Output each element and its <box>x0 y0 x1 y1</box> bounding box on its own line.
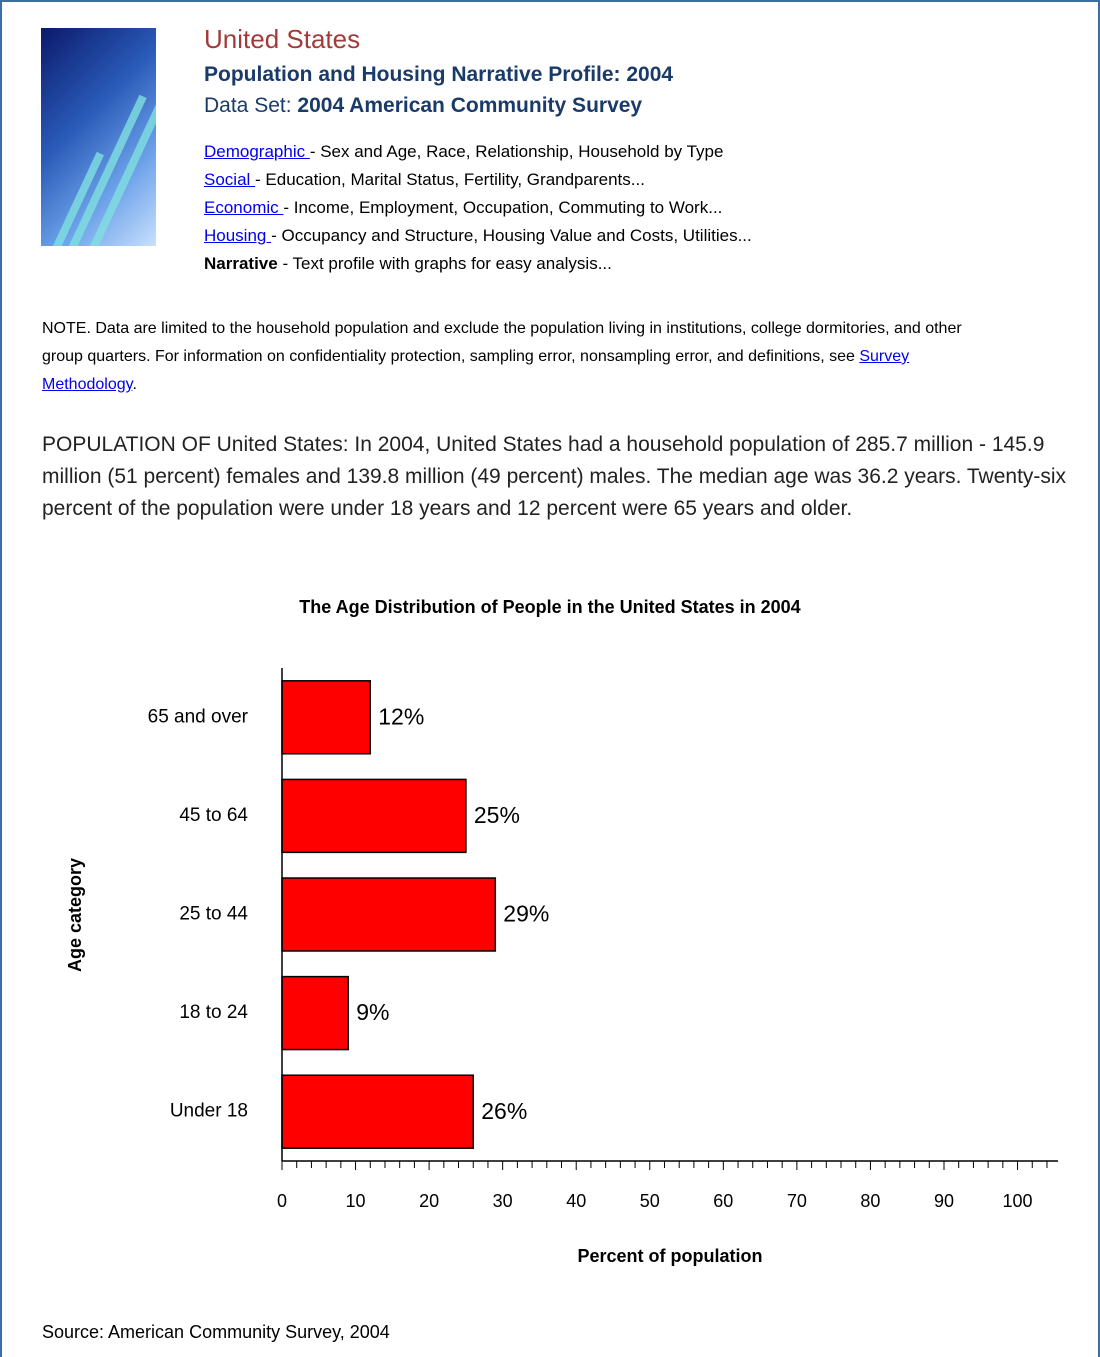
link[interactable]: Demographic <box>204 142 310 161</box>
bar <box>281 877 497 952</box>
x-tick-label: 50 <box>640 1191 660 1211</box>
dataset-name: 2004 American Community Survey <box>297 94 643 117</box>
value-label: 26% <box>481 1098 527 1124</box>
link[interactable]: Housing <box>204 226 272 245</box>
link-row: Housing - Occupancy and Structure, Housi… <box>204 222 752 250</box>
logo-image <box>41 28 156 246</box>
note: NOTE. Data are limited to the household … <box>42 315 992 399</box>
bar <box>281 1074 474 1149</box>
x-tick-label: 60 <box>713 1191 733 1211</box>
x-tick-label: 70 <box>787 1191 807 1211</box>
note-text: NOTE. Data are limited to the household … <box>42 320 962 365</box>
bar <box>281 975 349 1051</box>
link-list: Demographic - Sex and Age, Race, Relatio… <box>204 138 752 278</box>
chart-title: The Age Distribution of People in the Un… <box>299 597 800 617</box>
x-tick-label: 100 <box>1003 1191 1033 1211</box>
link[interactable]: Social <box>204 170 256 189</box>
link[interactable]: Survey Methodology <box>42 348 910 393</box>
link-text: - Occupancy and Structure, Housing Value… <box>271 226 752 245</box>
link-row: Demographic - Sex and Age, Race, Relatio… <box>204 138 752 166</box>
x-tick-label: 80 <box>860 1191 880 1211</box>
narrative: Narrative <box>204 254 278 273</box>
x-tick-label: 0 <box>277 1191 287 1211</box>
link-text: - Sex and Age, Race, Relationship, House… <box>309 142 724 161</box>
x-tick-label: 30 <box>493 1191 513 1211</box>
note-text: . <box>132 376 137 393</box>
y-tick-label: 65 and over <box>148 706 249 727</box>
link-row: Economic - Income, Employment, Occupatio… <box>204 194 752 222</box>
x-tick-label: 90 <box>934 1191 954 1211</box>
y-tick-label: Under 18 <box>170 1101 248 1122</box>
title: United States <box>204 24 361 54</box>
link[interactable]: Economic <box>204 198 284 217</box>
link-text: - Income, Employment, Occupation, Commut… <box>283 198 723 217</box>
link-row: Narrative - Text profile with graphs for… <box>204 250 752 278</box>
x-tick-label: 40 <box>566 1191 586 1211</box>
x-axis-label: Percent of population <box>577 1246 762 1266</box>
y-tick-label: 25 to 44 <box>179 904 248 925</box>
bar <box>281 680 372 755</box>
x-tick-label: 20 <box>419 1191 439 1211</box>
value-label: 9% <box>356 999 389 1025</box>
value-label: 12% <box>378 703 424 729</box>
subtitle: Population and Housing Narrative Profile… <box>204 63 674 86</box>
y-tick-label: 45 to 64 <box>179 805 248 826</box>
paragraph: POPULATION OF United States: In 2004, Un… <box>42 433 1067 520</box>
link-text: - Text profile with graphs for easy anal… <box>277 254 612 273</box>
link-text: - Education, Marital Status, Fertility, … <box>255 170 645 189</box>
y-axis-label: Age category <box>65 858 85 972</box>
source: Source: American Community Survey, 2004 <box>42 1322 390 1342</box>
y-tick-label: 18 to 24 <box>179 1002 248 1023</box>
x-tick-label: 10 <box>346 1191 366 1211</box>
link-row: Social - Education, Marital Status, Fert… <box>204 166 752 194</box>
dataset-label: Data Set: <box>204 94 292 117</box>
value-label: 29% <box>503 901 549 927</box>
bar <box>281 778 467 854</box>
value-label: 25% <box>474 802 520 828</box>
dataset: Data Set: 2004 American Community Survey <box>204 94 642 118</box>
